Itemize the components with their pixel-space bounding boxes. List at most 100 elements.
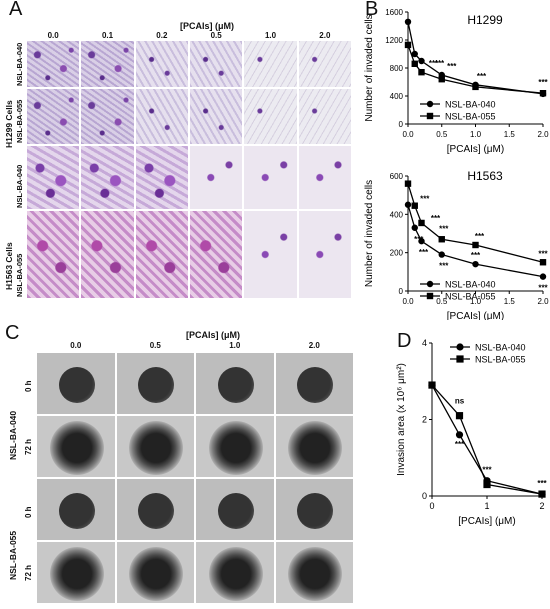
column-label: 2.0	[319, 31, 331, 40]
chart-invasion-area: 0 1 2 0 2 4 [PCAIs] (μM) Invasion area (x 10⁶ μ…	[396, 338, 548, 527]
time-label: 72 h	[24, 438, 33, 455]
data-point	[418, 57, 425, 65]
micrograph-cell	[243, 40, 298, 88]
micrograph-cell	[189, 40, 244, 88]
data-point	[455, 412, 464, 420]
x-tick-label: 1.0	[470, 130, 482, 139]
panel-a-group-h1299: H1299 Cells	[4, 100, 14, 148]
panel-a-group-h1563: H1563 Cells	[4, 242, 14, 290]
y-axis-label: Number of invaded cells	[364, 14, 375, 121]
chart-title: H1563	[467, 169, 503, 183]
micrograph-cell	[297, 88, 352, 145]
spheroid-cell	[274, 478, 354, 541]
spheroid-cell	[115, 478, 195, 541]
x-tick-label: 2	[539, 501, 544, 511]
significance-label: ***	[447, 62, 457, 71]
panel-label-c: C	[5, 322, 20, 344]
data-point	[404, 180, 412, 187]
series-line	[407, 183, 544, 263]
legend-marker	[426, 100, 434, 108]
chart-title: H1299	[467, 13, 503, 27]
legend-label: NSL-BA-055	[445, 112, 496, 122]
column-label: 0.0	[70, 341, 82, 350]
x-tick-label: 2.0	[537, 297, 549, 306]
micrograph-cell	[243, 88, 298, 145]
significance-label: ***	[482, 466, 492, 475]
significance-label: ***	[429, 59, 439, 68]
spheroid	[288, 420, 343, 475]
spheroid	[58, 366, 95, 403]
column-label: 2.0	[308, 341, 320, 350]
series-line	[431, 384, 543, 495]
x-axis-label: [PCAIs] (μM)	[447, 311, 504, 320]
panel-c-image-grid	[36, 352, 354, 604]
spheroid-cell	[36, 415, 116, 478]
series-line	[407, 21, 544, 95]
y-tick-label: 600	[390, 172, 404, 181]
micrograph-cell	[243, 210, 298, 299]
series-line	[407, 204, 544, 278]
spheroid	[217, 366, 254, 403]
data-point	[404, 18, 412, 25]
panel-a-image-grid	[26, 40, 352, 299]
row-label: NSL-BA-055	[15, 253, 24, 297]
micrograph-cell	[297, 40, 352, 88]
micrograph-cell	[26, 40, 81, 88]
spheroid	[297, 366, 334, 403]
column-label: 1.0	[264, 31, 277, 40]
data-point	[455, 431, 464, 439]
micrograph-cell	[134, 210, 189, 299]
y-tick-label: 800	[390, 64, 404, 73]
data-point	[472, 260, 479, 268]
spheroid-cell	[274, 541, 354, 604]
spheroid	[208, 420, 263, 475]
significance-label: ***	[435, 59, 445, 68]
significance-label: ***	[477, 72, 487, 81]
data-point	[438, 76, 445, 83]
data-point	[483, 480, 491, 489]
data-point	[411, 60, 418, 67]
row-label: NSL-BA-040	[15, 164, 24, 208]
significance-label: ***	[455, 440, 465, 449]
panel-c-group-040: NSL-BA-040	[8, 410, 18, 460]
micrograph-cell	[189, 145, 244, 210]
column-label: 0.1	[101, 31, 114, 40]
spheroid	[208, 546, 263, 601]
spheroid-cell	[195, 415, 275, 478]
panel-c-group-055: NSL-BA-055	[8, 530, 18, 580]
column-label: 0.5	[210, 31, 222, 40]
micrograph-cell	[134, 40, 189, 88]
legend-marker	[456, 343, 464, 351]
legend-label: NSL-BA-055	[445, 292, 496, 302]
chart-h1563: 0.0 0.5 1.0 1.5 2.0 0 200 400 600 [PCAIs] (μM) Num…	[364, 169, 549, 320]
significance-label: ***	[439, 224, 449, 233]
data-point	[418, 219, 425, 227]
spheroid-cell	[195, 541, 275, 604]
y-axis-label: Invasion area (x 10⁶ μm²)	[396, 363, 407, 476]
y-tick-label: 0	[399, 120, 404, 129]
significance-label: ns	[455, 397, 465, 406]
spheroid-cell	[115, 415, 195, 478]
y-axis-label: Number of invaded cells	[364, 180, 375, 287]
data-point	[438, 236, 445, 243]
significance-label: ***	[439, 262, 449, 271]
data-point	[411, 224, 418, 231]
data-point	[539, 273, 547, 280]
micrograph-cell	[80, 88, 135, 145]
data-point	[472, 83, 479, 91]
y-tick-label: 400	[390, 92, 404, 101]
x-tick-label: 2.0	[537, 130, 549, 139]
x-tick-label: 1	[484, 501, 489, 511]
x-tick-label: 1.5	[504, 297, 516, 306]
x-tick-label: 1.5	[504, 130, 516, 139]
micrograph-cell	[26, 210, 81, 299]
significance-label: ***	[538, 284, 548, 293]
data-point	[539, 259, 547, 266]
x-axis-label: [PCAIs] (μM)	[458, 516, 515, 527]
spheroid-cell	[274, 352, 354, 415]
significance-label: ***	[419, 248, 429, 257]
chart-h1299: 0.0 0.5 1.0 1.5 2.0 0 400 800 1200 1600 [PCAIs] (μ…	[364, 8, 549, 155]
legend-marker	[426, 280, 434, 288]
row-label: NSL-BA-040	[15, 42, 24, 86]
legend-label: NSL-BA-040	[445, 100, 496, 110]
